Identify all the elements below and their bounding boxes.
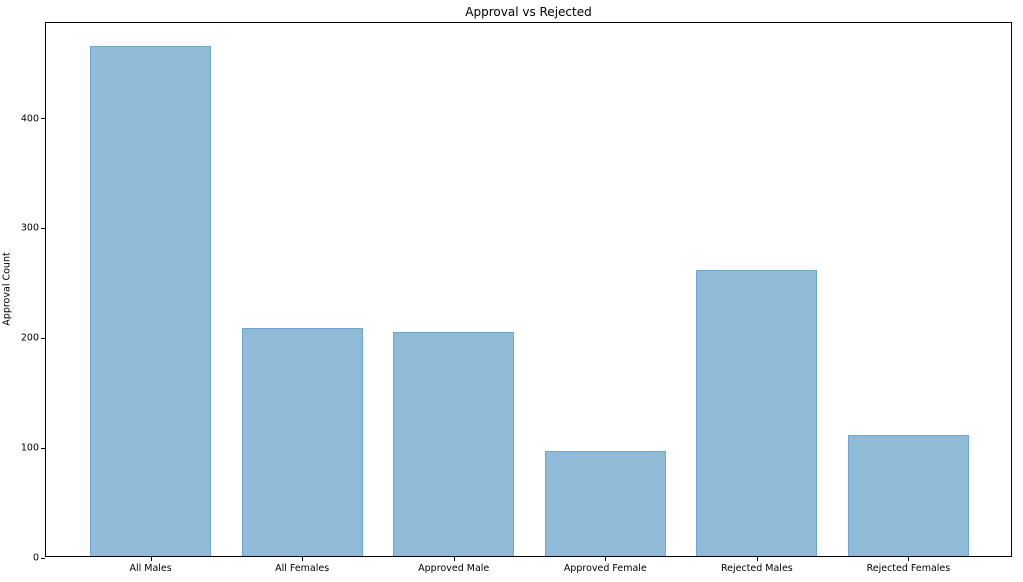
y-tick-mark [41,447,45,449]
x-tick-mark [302,557,304,561]
bar-all-females [241,327,363,556]
x-tick-label-all-females: All Females [275,563,330,574]
y-tick-label-200: 200 [20,332,39,344]
x-tick-mark [453,557,455,561]
y-tick-mark [41,227,45,229]
y-tick-label-100: 100 [20,442,39,454]
x-tick-mark [756,557,758,561]
x-tick-mark [908,557,910,561]
bar-rejected-males [696,270,818,556]
y-tick-mark [41,557,45,559]
y-tick-mark [41,337,45,339]
x-tick-label-rejected-males: Rejected Males [720,563,793,574]
x-tick-label-approved-female: Approved Female [563,563,647,574]
bar-approved-male [393,331,515,556]
bar-approved-female [544,450,666,556]
bar-all-males [89,46,212,556]
y-axis-label: Approval Count [1,252,13,326]
x-tick-label-rejected-females: Rejected Females [866,563,951,574]
y-tick-label-300: 300 [20,222,39,234]
y-tick-label-400: 400 [20,113,39,125]
x-tick-label-approved-male: Approved Male [418,563,490,574]
x-tick-mark [605,557,607,561]
plot-area: All Males All Females Approved Male Approve… [21,22,1012,574]
x-tick-label-all-males: All Males [129,563,172,574]
chart-title: Approval vs Rejected [465,5,592,19]
bar-rejected-females [847,435,970,556]
y-tick-label-0: 0 [32,552,39,564]
x-tick-mark [150,557,152,561]
y-tick-mark [41,118,45,120]
